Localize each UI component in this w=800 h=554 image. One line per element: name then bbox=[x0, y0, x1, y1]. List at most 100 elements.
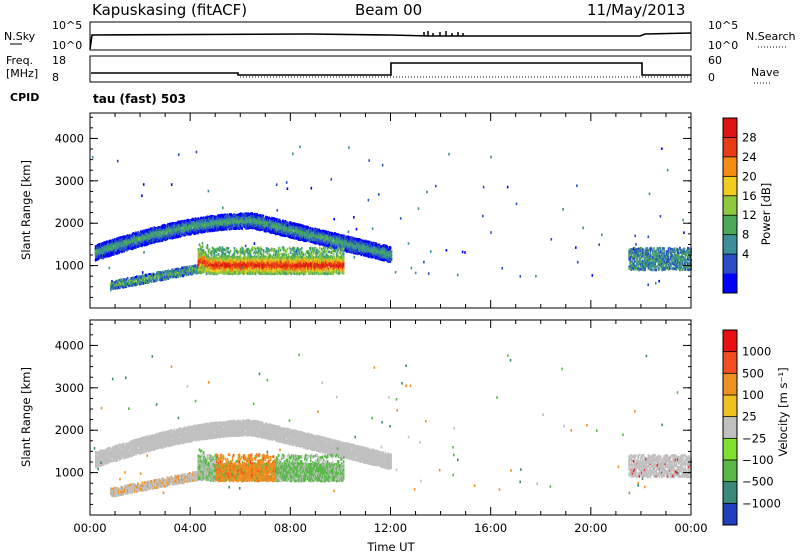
power-cell bbox=[246, 214, 249, 217]
nsearch-tick-top: 10^5 bbox=[708, 19, 738, 32]
power-cell bbox=[179, 223, 181, 226]
power-cell bbox=[104, 249, 106, 253]
power-cell bbox=[185, 228, 188, 231]
freq-tick-bottom: 8 bbox=[52, 71, 59, 84]
power-cell bbox=[94, 248, 96, 251]
power-cell bbox=[99, 243, 101, 246]
power-cell bbox=[216, 227, 218, 231]
power-cell bbox=[212, 224, 215, 228]
power-cell bbox=[183, 221, 186, 225]
power-cell bbox=[251, 226, 253, 229]
power-cell bbox=[194, 219, 197, 223]
power-cell bbox=[208, 217, 210, 221]
power-cell bbox=[95, 246, 97, 250]
power-cell bbox=[218, 224, 221, 227]
power-cell bbox=[127, 246, 129, 249]
power-cell bbox=[231, 222, 233, 225]
power-cell bbox=[118, 245, 120, 248]
power-cell bbox=[154, 227, 157, 230]
power-cell bbox=[239, 220, 241, 223]
power-cell bbox=[181, 230, 184, 234]
power-cell bbox=[185, 221, 187, 224]
power-cell bbox=[238, 224, 241, 227]
power-cell bbox=[228, 213, 231, 216]
power-cell bbox=[210, 216, 212, 220]
power-cell bbox=[107, 254, 110, 257]
power-cell bbox=[126, 236, 128, 240]
nave-tick-bottom: 0 bbox=[708, 71, 715, 84]
power-cell bbox=[197, 217, 199, 220]
power-cell bbox=[106, 244, 109, 248]
power-cell bbox=[159, 227, 161, 230]
power-cell bbox=[142, 232, 144, 236]
power-cell bbox=[133, 243, 136, 247]
power-cell bbox=[212, 217, 215, 221]
power-cell bbox=[173, 223, 175, 227]
power-cell bbox=[212, 220, 214, 224]
power-cell bbox=[109, 239, 111, 243]
power-cell bbox=[245, 213, 248, 217]
power-cell bbox=[254, 218, 257, 221]
power-cell bbox=[109, 251, 111, 254]
power-cell bbox=[219, 223, 222, 226]
power-cell bbox=[97, 253, 100, 256]
power-cell bbox=[163, 229, 166, 232]
power-cell bbox=[227, 215, 230, 219]
power-cell bbox=[169, 236, 172, 240]
power-cell bbox=[171, 225, 173, 229]
power-cell bbox=[348, 237, 350, 241]
nsearch-tick-bottom: 10^0 bbox=[708, 39, 738, 52]
power-cell bbox=[94, 245, 97, 248]
power-cell bbox=[162, 238, 164, 241]
power-cell bbox=[221, 221, 224, 225]
power-cell bbox=[191, 218, 193, 222]
power-cell bbox=[215, 215, 218, 219]
power-cell bbox=[106, 252, 108, 255]
power-cell bbox=[168, 235, 171, 238]
power-cell bbox=[186, 225, 188, 229]
power-cell bbox=[237, 223, 240, 227]
power-cell bbox=[128, 236, 130, 239]
power-cell bbox=[222, 218, 225, 221]
power-cell bbox=[131, 247, 133, 251]
power-cell bbox=[211, 226, 213, 229]
nave-label: Nave bbox=[751, 66, 779, 79]
power-cell bbox=[120, 241, 123, 245]
power-cell bbox=[190, 220, 192, 224]
power-cell bbox=[240, 222, 242, 226]
power-cell bbox=[203, 224, 206, 228]
power-cell bbox=[112, 245, 115, 249]
power-cell bbox=[250, 220, 252, 224]
power-cell bbox=[243, 215, 245, 218]
freq-unit-label: [MHz] bbox=[6, 67, 38, 80]
power-cell bbox=[223, 215, 225, 219]
power-cell bbox=[243, 212, 245, 216]
power-cell bbox=[241, 219, 243, 222]
power-cell bbox=[236, 221, 238, 224]
power-cell bbox=[245, 224, 247, 227]
power-cell bbox=[102, 250, 104, 253]
power-cell bbox=[120, 238, 123, 241]
power-cell bbox=[116, 243, 118, 247]
power-cell bbox=[97, 246, 100, 250]
power-cell bbox=[205, 216, 207, 219]
power-cell bbox=[135, 232, 137, 236]
power-cell bbox=[125, 245, 127, 248]
power-cell bbox=[242, 217, 244, 220]
power-cell bbox=[187, 232, 189, 236]
power-cell bbox=[105, 240, 108, 243]
power-cell bbox=[314, 228, 316, 232]
power-cell bbox=[98, 251, 100, 255]
power-cell bbox=[215, 217, 218, 220]
power-cell bbox=[175, 233, 178, 236]
power-cell bbox=[180, 230, 182, 234]
power-cell bbox=[148, 241, 151, 244]
power-cell bbox=[117, 250, 119, 253]
power-cell bbox=[233, 216, 235, 219]
power-cell bbox=[190, 228, 192, 231]
nsky-trace bbox=[89, 32, 692, 50]
power-cell bbox=[150, 236, 152, 240]
power-cell bbox=[109, 247, 112, 250]
power-cell bbox=[113, 243, 115, 246]
power-cell bbox=[324, 234, 327, 237]
